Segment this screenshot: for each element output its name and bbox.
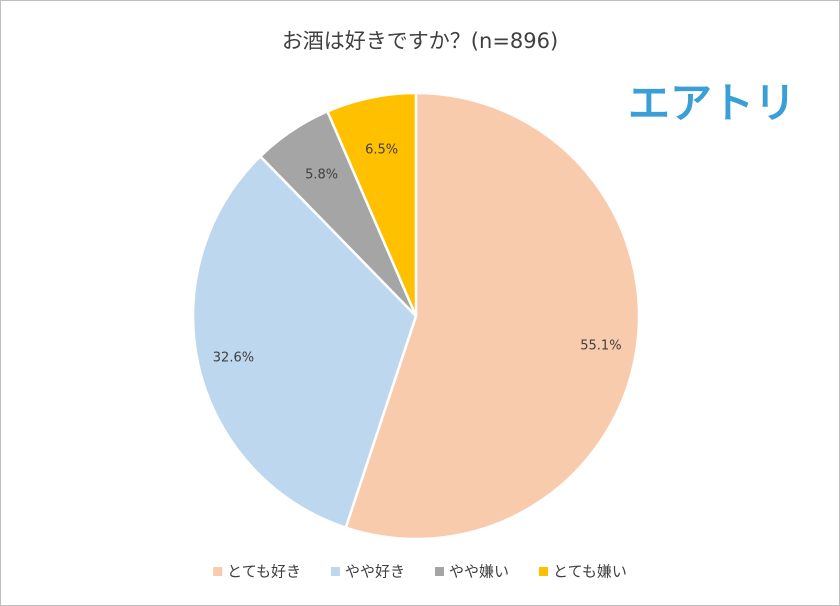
legend-swatch	[213, 567, 223, 576]
legend-label: とても嫌い	[553, 563, 627, 581]
legend-label: とても好き	[227, 563, 301, 581]
pie-slice	[344, 91, 641, 541]
legend-label: やや嫌い	[449, 563, 509, 581]
legend-swatch	[435, 567, 444, 576]
data-label: 32.6%	[213, 351, 254, 366]
legend-label: やや好き	[345, 563, 405, 581]
legend-swatch	[539, 567, 549, 576]
data-label: 5.8%	[305, 168, 338, 183]
chart-title: お酒は好きですか？(n=896)	[282, 29, 558, 53]
pie-slice	[191, 154, 418, 530]
data-label: 6.5%	[365, 143, 398, 158]
data-label: 55.1%	[580, 338, 621, 353]
pie-slice	[325, 91, 418, 317]
legend-swatch	[330, 567, 340, 576]
logo: エアトリ	[628, 79, 796, 128]
